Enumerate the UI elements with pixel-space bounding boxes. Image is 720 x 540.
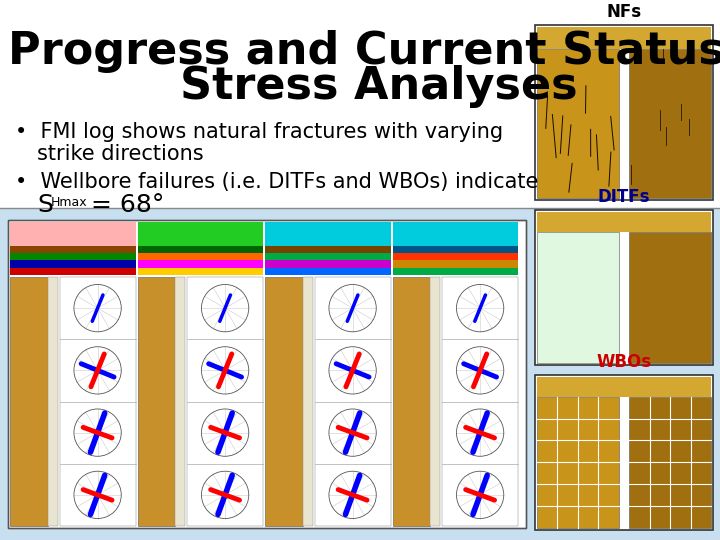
Bar xyxy=(8,220,526,528)
Bar xyxy=(629,49,711,198)
Bar xyxy=(315,277,390,526)
Bar xyxy=(175,277,185,526)
Bar xyxy=(392,277,430,526)
Bar xyxy=(535,25,713,200)
Bar xyxy=(265,222,390,246)
Bar xyxy=(537,377,711,396)
Bar xyxy=(265,253,390,260)
Text: Progress and Current Status: Progress and Current Status xyxy=(8,30,720,73)
Bar xyxy=(629,396,711,528)
Text: Hmax: Hmax xyxy=(51,196,88,209)
Bar xyxy=(187,277,263,526)
Bar xyxy=(265,260,390,268)
Bar xyxy=(138,246,263,253)
Text: S: S xyxy=(37,193,53,217)
Bar xyxy=(537,232,618,363)
Text: •  Wellbore failures (i.e. DITFs and WBOs) indicate: • Wellbore failures (i.e. DITFs and WBOs… xyxy=(15,172,539,192)
Bar xyxy=(60,277,135,526)
Bar xyxy=(138,277,175,526)
Bar xyxy=(392,253,518,260)
Bar xyxy=(392,246,518,253)
Text: NFs: NFs xyxy=(606,3,642,21)
Bar xyxy=(535,210,713,365)
Bar xyxy=(265,277,302,526)
Bar xyxy=(535,375,713,530)
Bar xyxy=(537,212,711,232)
Bar xyxy=(138,268,263,275)
Bar xyxy=(537,49,618,198)
Bar xyxy=(10,246,135,253)
Bar xyxy=(0,208,720,540)
Bar xyxy=(265,268,390,275)
Bar xyxy=(0,208,535,540)
Text: DITFs: DITFs xyxy=(598,188,650,206)
Text: WBOs: WBOs xyxy=(596,353,652,371)
Bar xyxy=(48,277,58,526)
Text: •  FMI log shows natural fractures with varying: • FMI log shows natural fractures with v… xyxy=(15,122,503,142)
Bar xyxy=(430,277,440,526)
Bar xyxy=(138,222,263,246)
Bar xyxy=(392,222,518,246)
Text: strike directions: strike directions xyxy=(37,144,204,164)
Bar xyxy=(629,232,711,363)
Text: = 68°: = 68° xyxy=(83,193,164,217)
Bar xyxy=(138,260,263,268)
Bar xyxy=(442,277,518,526)
Bar xyxy=(10,277,48,526)
Bar xyxy=(10,253,135,260)
Bar xyxy=(537,27,711,49)
Bar xyxy=(10,260,135,268)
Bar xyxy=(10,222,135,246)
Bar xyxy=(8,220,526,528)
Bar xyxy=(302,277,312,526)
Bar xyxy=(138,253,263,260)
Bar xyxy=(392,260,518,268)
Bar xyxy=(10,268,135,275)
Bar xyxy=(537,396,618,528)
Bar xyxy=(0,0,720,208)
Text: Stress Analyses: Stress Analyses xyxy=(180,65,577,108)
Bar xyxy=(392,268,518,275)
Bar xyxy=(265,246,390,253)
